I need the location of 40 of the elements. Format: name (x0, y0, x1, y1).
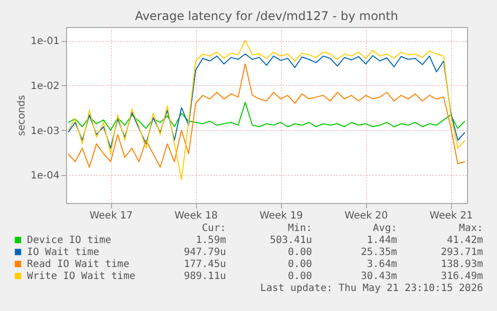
text: Max: (458, 223, 483, 234)
y-tick-label: 1e-04 (30, 170, 60, 182)
text: 0.00 (288, 259, 312, 270)
y-tick-label: 1e-03 (30, 126, 60, 137)
text: 138.93m (440, 259, 483, 270)
text: 3.64m (366, 259, 397, 270)
legend-label: Device IO time (27, 235, 112, 246)
text: 1.44m (366, 235, 397, 246)
text: Cur: (202, 223, 226, 234)
x-tick-label: Week 20 (344, 210, 388, 222)
line-series (68, 54, 466, 149)
text: 30.43m (360, 271, 397, 282)
x-tick-label: Week 17 (89, 210, 133, 222)
legend-label: Read IO Wait time (27, 259, 130, 270)
x-tick-label: Week 21 (430, 210, 473, 222)
text: 0.00 (288, 271, 312, 282)
text: 947.79u (184, 247, 226, 258)
legend-label: IO Wait time (27, 247, 100, 258)
text: 41.42m (446, 235, 483, 246)
text: 293.71m (440, 247, 483, 258)
text: 177.45u (184, 259, 226, 270)
y-axis-title: seconds (16, 95, 28, 136)
line-series (68, 40, 466, 180)
x-tick-label: Week 18 (174, 210, 218, 222)
text: 25.35m (360, 247, 397, 258)
text: Last update: Thu May 21 23:10:15 2026 (260, 283, 483, 294)
y-tick-label: 1e-02 (30, 80, 60, 92)
text: 316.49m (440, 271, 483, 282)
text: 0.00 (288, 247, 312, 258)
y-tick-label: 1e-01 (30, 36, 60, 48)
line-series (68, 102, 466, 131)
legend-label: Write IO Wait time (27, 271, 136, 282)
text: 989.11u (184, 271, 226, 282)
chart-title: Average latency for /dev/md127 - by month (134, 9, 398, 23)
text: Avg: (372, 223, 397, 234)
line-series (68, 63, 466, 168)
text: Min: (288, 223, 312, 234)
x-tick-label: Week 19 (260, 210, 303, 222)
text: 1.59m (196, 235, 226, 246)
text: 503.41u (270, 235, 312, 246)
